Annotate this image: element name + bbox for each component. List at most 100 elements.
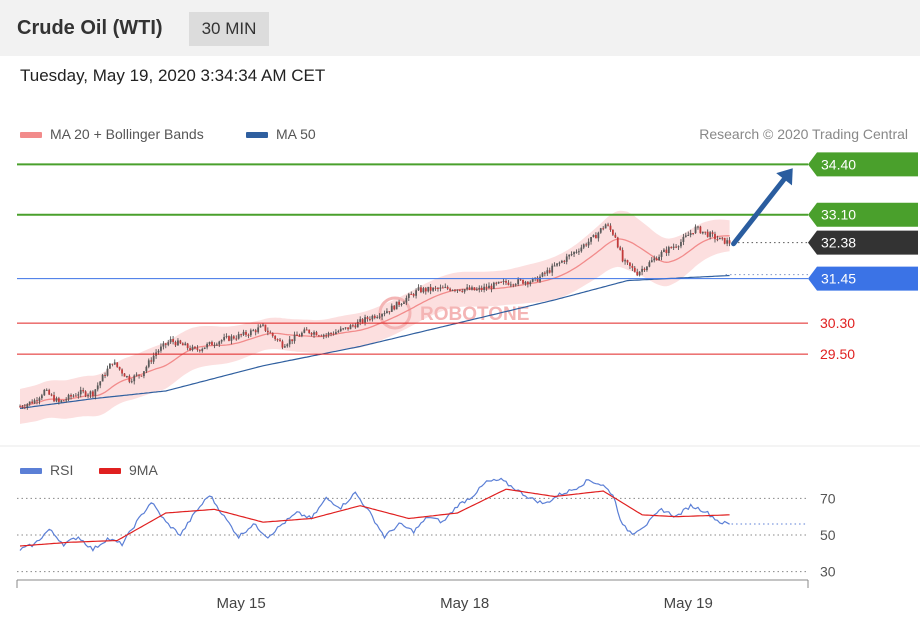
candle-body <box>602 228 605 230</box>
candle-body <box>553 265 556 267</box>
candle-body <box>271 332 274 336</box>
candle-body <box>398 301 400 305</box>
ma20-line <box>19 235 730 408</box>
candle-body <box>211 341 213 346</box>
candle-body <box>677 246 680 248</box>
candle-body <box>483 286 486 290</box>
candle-body <box>468 287 471 290</box>
candle-body <box>709 232 712 237</box>
candle-body <box>31 401 34 404</box>
candle-body <box>692 233 695 235</box>
candle-body <box>33 400 36 404</box>
candle-body <box>604 224 607 229</box>
candle-body <box>330 332 332 334</box>
candle-body <box>228 336 230 341</box>
candle-body <box>135 374 138 376</box>
candle-body <box>361 319 364 323</box>
candle-body <box>454 289 456 291</box>
candle-body <box>614 234 617 238</box>
candle-body <box>232 336 235 339</box>
watermark-logo <box>378 296 412 330</box>
candle-body <box>317 335 320 337</box>
candle-body <box>599 228 602 233</box>
candle-body <box>726 240 729 244</box>
candle-body <box>172 339 174 342</box>
candle-body <box>424 288 427 292</box>
candle-body <box>104 374 106 376</box>
candle-body <box>325 334 328 336</box>
candle-body <box>463 289 466 292</box>
legend-rsi-ma: 9MA <box>99 462 158 478</box>
legend-rsi-label: RSI <box>50 462 74 478</box>
candle-body <box>536 277 539 282</box>
candle-body <box>643 268 646 271</box>
candle-body <box>546 270 549 274</box>
candle-body <box>529 281 532 285</box>
candle-body <box>376 316 379 318</box>
candle-body <box>300 332 303 337</box>
candle-body <box>578 251 580 253</box>
candle-body <box>500 281 503 283</box>
candle-body <box>169 339 172 343</box>
candle-body <box>145 366 148 372</box>
candle-body <box>570 254 573 256</box>
candle-body <box>607 224 609 226</box>
candle-body <box>140 375 143 377</box>
candle-body <box>123 373 126 377</box>
candle-body <box>235 338 238 340</box>
candle-body <box>349 325 352 330</box>
candle-body <box>53 395 55 402</box>
candle-body <box>388 311 391 313</box>
candle-body <box>62 400 65 402</box>
candle-body <box>405 297 408 303</box>
candle-body <box>121 369 123 374</box>
candle-body <box>223 337 226 341</box>
candle-body <box>711 232 714 234</box>
candle-body <box>245 331 247 335</box>
candle-body <box>327 332 330 336</box>
candle-body <box>531 278 534 282</box>
candle-body <box>524 281 527 284</box>
candle-body <box>568 254 571 257</box>
candle-body <box>660 251 663 257</box>
ma50-line <box>19 274 730 409</box>
candle-body <box>79 389 82 395</box>
legend-ma20-label: MA 20 + Bollinger Bands <box>50 126 204 142</box>
candle-body <box>509 284 512 286</box>
candle-body <box>191 346 194 351</box>
candle-body <box>364 317 366 323</box>
candle-body <box>249 330 252 336</box>
candle-body <box>638 271 641 276</box>
candle-body <box>352 325 354 327</box>
candle-body <box>444 286 447 288</box>
target-arrow-shaft <box>731 176 787 247</box>
candle-body <box>237 334 240 339</box>
candle-body <box>160 346 162 351</box>
candle-body <box>269 332 272 334</box>
candle-body <box>378 316 381 318</box>
candle-body <box>257 327 260 333</box>
candle-body <box>43 389 46 396</box>
candle-body <box>213 344 216 346</box>
rsi-tick-30: 30 <box>820 564 836 580</box>
candle-body <box>77 394 80 396</box>
timeframe-button[interactable]: 30 MIN <box>189 12 269 46</box>
candle-body <box>181 343 184 346</box>
candle-body <box>471 287 473 290</box>
candle-body <box>36 400 38 402</box>
candle-body <box>590 237 592 242</box>
candle-body <box>65 399 68 401</box>
candle-body <box>437 288 439 290</box>
candle-body <box>356 321 359 328</box>
candle-body <box>276 339 279 341</box>
candle-body <box>50 394 53 396</box>
candle-body <box>587 241 590 246</box>
candle-body <box>616 237 619 248</box>
candle-body <box>252 330 255 332</box>
candle-body <box>174 341 177 346</box>
candle-body <box>728 240 731 244</box>
candle-body <box>434 287 437 289</box>
candle-body <box>687 234 690 236</box>
ma20-swatch <box>20 132 42 139</box>
candle-body <box>344 327 347 329</box>
